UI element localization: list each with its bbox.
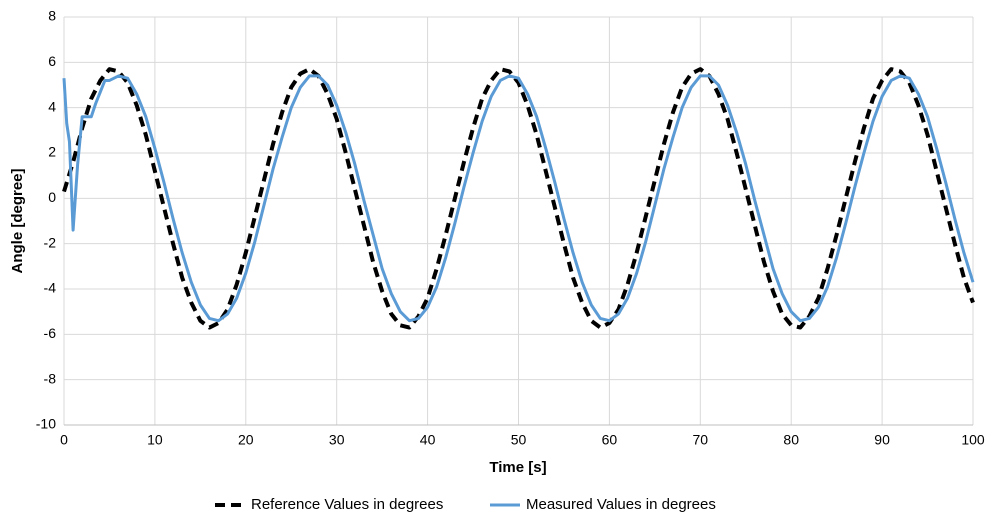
y-tick-label: -4 (44, 280, 57, 296)
y-tick-label: -10 (36, 416, 56, 432)
x-tick-label: 100 (961, 432, 985, 448)
y-axis-title: Angle [degree] (9, 168, 26, 273)
y-tick-label: -6 (44, 325, 57, 341)
x-tick-label: 80 (783, 432, 799, 448)
y-tick-label: 0 (48, 189, 56, 205)
y-tick-label: 8 (48, 8, 56, 24)
x-tick-label: 20 (238, 432, 254, 448)
legend-label: Reference Values in degrees (251, 496, 443, 513)
y-tick-label: 2 (48, 144, 56, 160)
y-tick-label: 4 (48, 98, 56, 114)
x-tick-label: 60 (602, 432, 618, 448)
x-tick-label: 50 (511, 432, 527, 448)
x-tick-label: 70 (693, 432, 709, 448)
data-line (62, 67, 975, 330)
x-tick-label: 0 (60, 432, 68, 448)
legend-label: Measured Values in degrees (526, 496, 716, 513)
x-tick-label: 40 (420, 432, 436, 448)
y-tick-label: -8 (44, 370, 57, 386)
x-tick-label: 10 (147, 432, 163, 448)
y-tick-label: -2 (44, 234, 57, 250)
x-tick-label: 90 (874, 432, 890, 448)
y-tick-label: 6 (48, 53, 56, 69)
x-axis-title: Time [s] (489, 459, 546, 476)
x-tick-label: 30 (329, 432, 345, 448)
data-line (62, 74, 975, 323)
